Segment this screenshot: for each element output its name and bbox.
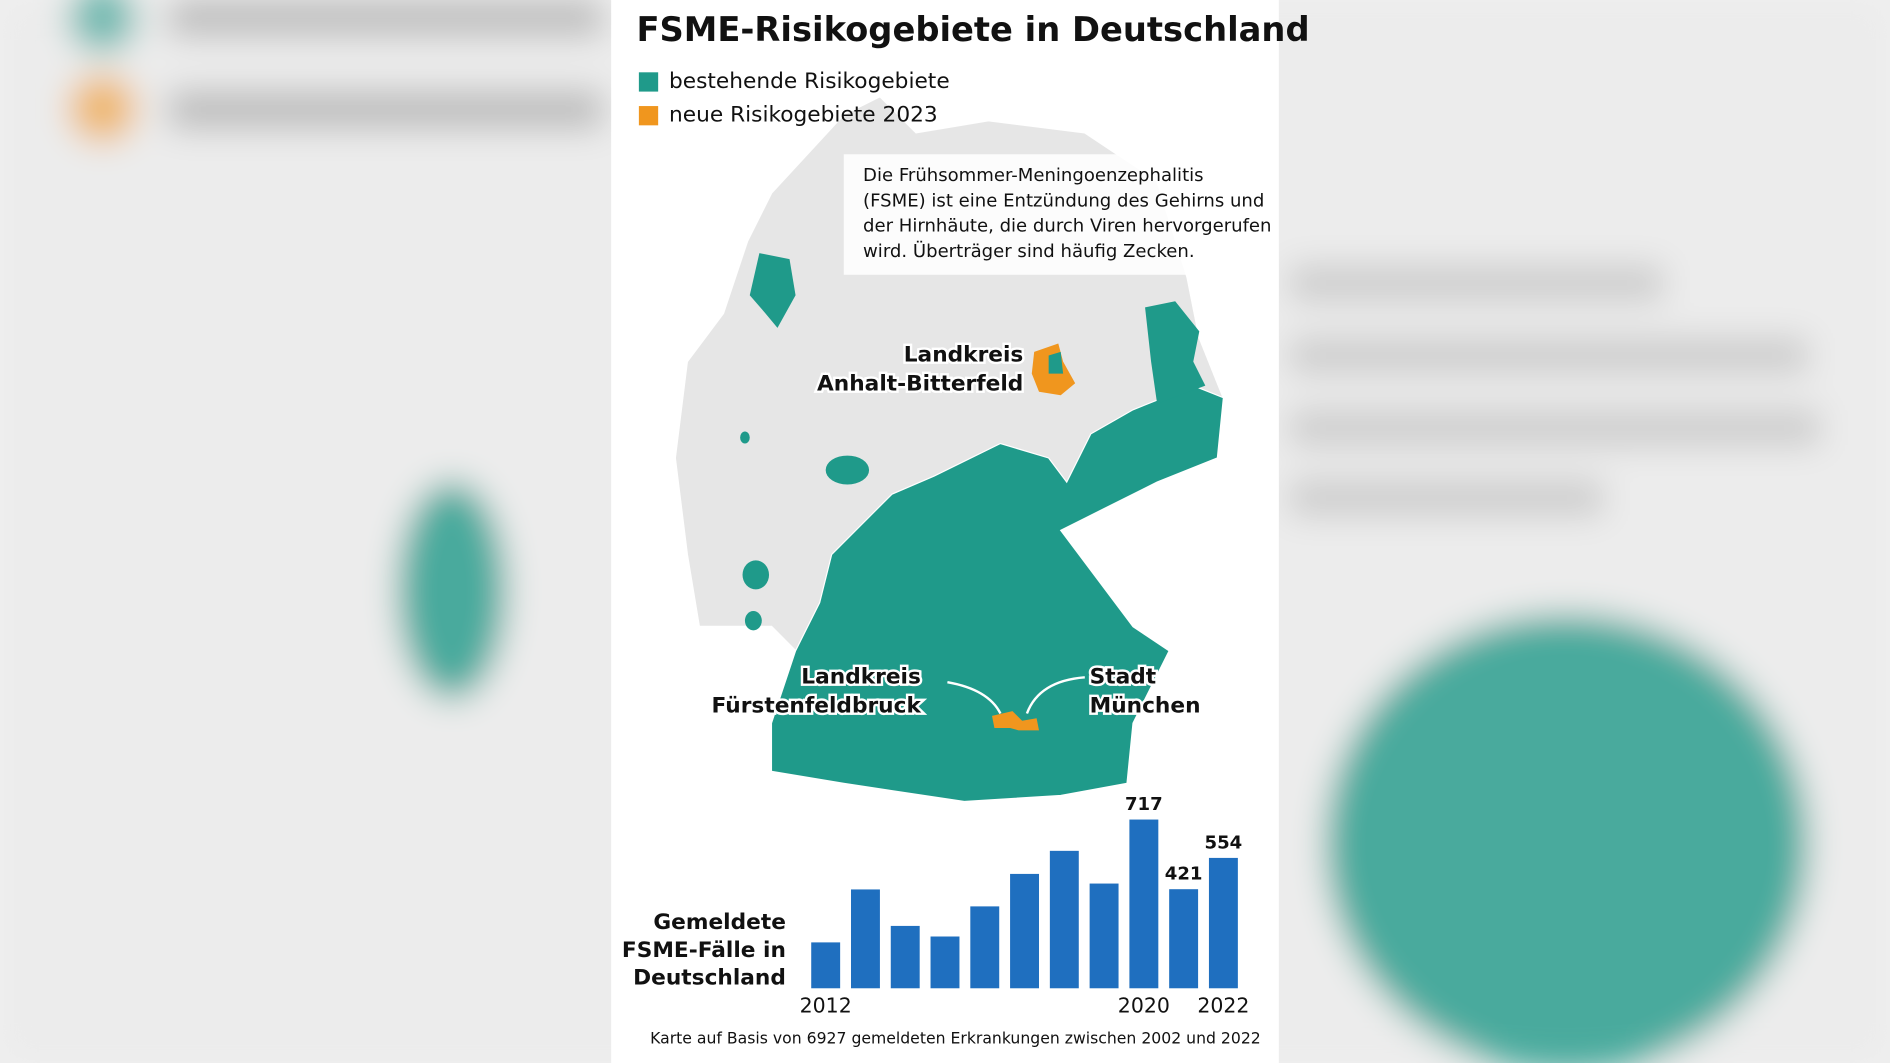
bar — [850, 889, 880, 989]
risk-area — [744, 611, 762, 631]
bg-blob — [68, 0, 137, 52]
x-tick-label: 2012 — [800, 993, 852, 1017]
legend-label: neue Risikogebiete 2023 — [669, 103, 938, 128]
bar — [890, 925, 920, 989]
map-label: Landkreis — [801, 664, 921, 689]
bar — [1129, 819, 1159, 989]
bg-blob — [168, 0, 603, 37]
bg-blob — [168, 90, 603, 129]
callout-line — [1025, 676, 1085, 714]
bg-blob — [397, 482, 507, 700]
info-line: wird. Überträger sind häufig Zecken. — [863, 240, 1195, 262]
bar — [1169, 889, 1199, 989]
bar — [1208, 857, 1238, 989]
risk-area — [742, 560, 770, 590]
info-line: Die Frühsommer-Meningoenzephalitis — [863, 165, 1204, 186]
new-risk-area — [992, 711, 1040, 731]
map-label: Landkreis — [904, 343, 1024, 368]
legend-label: bestehende Risikogebiete — [669, 69, 950, 94]
risk-area — [749, 253, 796, 328]
risk-area — [1048, 351, 1064, 374]
x-tick-label: 2022 — [1197, 993, 1249, 1017]
bg-blob — [1289, 337, 1808, 374]
bar — [811, 942, 841, 989]
title: FSME-Risikogebiete in Deutschland — [636, 10, 1309, 49]
value-label: 717 — [1125, 794, 1163, 815]
footnote: Karte auf Basis von 6927 gemeldeten Erkr… — [650, 1028, 1261, 1047]
bar — [1089, 883, 1119, 989]
info-box — [843, 154, 1261, 275]
bg-blob — [68, 74, 137, 143]
map-label: Stadt — [1090, 664, 1157, 689]
map-label: Fürstenfeldbruck — [712, 693, 922, 718]
risk-area — [1145, 301, 1206, 404]
chart-title: Deutschland — [633, 966, 786, 991]
risk-area — [825, 455, 870, 485]
risk-area — [770, 385, 1225, 803]
bg-blob — [1289, 479, 1604, 516]
callout-line — [947, 680, 1002, 715]
bar — [1010, 873, 1040, 989]
bg-blob — [1289, 265, 1664, 302]
bg-blob — [1325, 614, 1808, 1063]
legend-swatch — [638, 106, 659, 126]
legend-swatch — [638, 72, 659, 92]
chart-title: Gemeldete — [653, 910, 786, 935]
risk-area — [740, 431, 750, 444]
value-label: 554 — [1205, 832, 1243, 853]
map-label: Anhalt-Bitterfeld — [817, 371, 1023, 396]
bg-blob — [1289, 409, 1820, 446]
bar — [970, 906, 1000, 989]
info-line: (FSME) ist eine Entzündung des Gehirns u… — [863, 190, 1264, 211]
chart-title: FSME-Fälle in — [622, 938, 786, 963]
bar — [1049, 850, 1079, 989]
x-tick-label: 2020 — [1118, 993, 1170, 1017]
map-label: München — [1090, 693, 1201, 718]
info-line: der Hirnhäute, die durch Viren hervorger… — [863, 216, 1271, 237]
bar — [930, 936, 960, 989]
value-label: 421 — [1165, 864, 1203, 885]
